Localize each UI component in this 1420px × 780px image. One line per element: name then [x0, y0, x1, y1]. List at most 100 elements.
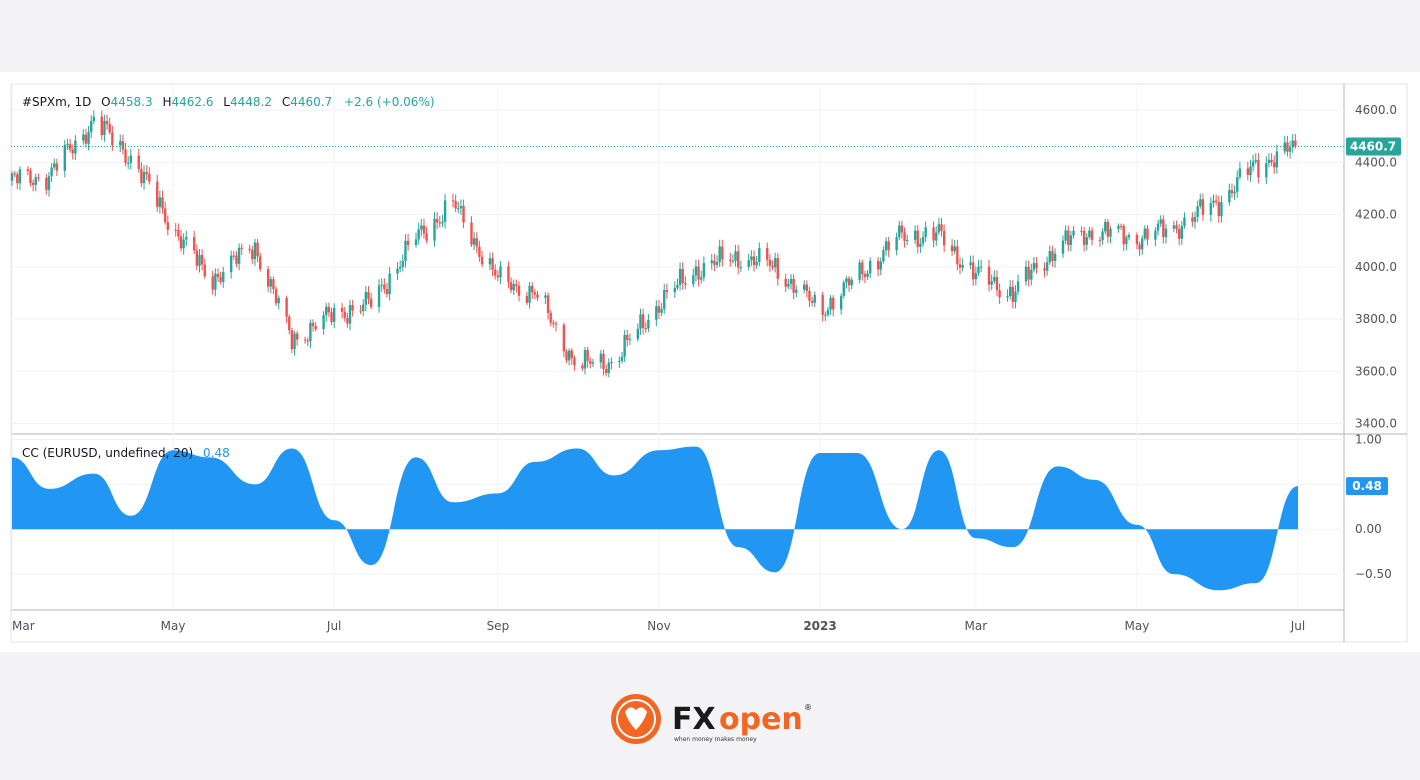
candle-body — [692, 275, 695, 285]
candle-body — [684, 282, 687, 285]
candle-body — [398, 267, 402, 269]
candle-body — [916, 230, 919, 247]
candle-body — [274, 289, 278, 304]
candle-body — [311, 322, 315, 327]
candle-body — [494, 269, 497, 276]
registered-mark: ® — [804, 703, 812, 712]
candle-body — [1146, 228, 1149, 240]
candle-body — [990, 281, 993, 285]
candle-body — [1119, 225, 1123, 227]
candle-body — [655, 306, 658, 320]
open-label: O — [101, 95, 110, 109]
legend-line[interactable]: #SPXm, 1D O4458.3 H4462.6 L4448.2 C4460.… — [22, 95, 435, 109]
candle-body — [861, 262, 864, 275]
candle-body — [805, 284, 809, 291]
candle-body — [1072, 230, 1075, 236]
candle-body — [977, 266, 980, 274]
candle-body — [1156, 223, 1160, 231]
candle-body — [158, 197, 162, 207]
candle-body — [628, 338, 632, 340]
candle-body — [161, 197, 164, 209]
candle-body — [295, 333, 299, 340]
candle-body — [958, 264, 962, 268]
indicator-tick-label: 1.00 — [1355, 432, 1382, 446]
candle-body — [583, 349, 587, 369]
candle-body — [235, 255, 238, 264]
chart-canvas[interactable]: 3400.0 3600.0 3800.0 4000.0 4200.0 4400.0 4600… — [0, 72, 1420, 652]
candle-body — [866, 273, 869, 277]
candle-body — [441, 221, 444, 224]
price-tick-label: 4200.0 — [1355, 208, 1397, 222]
candle-body — [1196, 206, 1199, 217]
candle-body — [969, 262, 972, 266]
candle-body — [589, 360, 592, 364]
candle-body — [1175, 225, 1178, 229]
candle-body — [266, 269, 270, 287]
candle-body — [457, 208, 460, 210]
candle-body — [736, 251, 740, 268]
candle-body — [829, 297, 832, 310]
candle-body — [623, 334, 626, 357]
candle-body — [1191, 217, 1194, 222]
price-tick-label: 3600.0 — [1355, 364, 1397, 378]
candle-body — [950, 245, 954, 252]
candle-body — [903, 232, 906, 241]
candle-body — [1164, 228, 1168, 238]
candle-body — [121, 141, 125, 150]
candle-body — [1014, 291, 1017, 303]
price-tick-label: 3800.0 — [1355, 312, 1397, 326]
candle-body — [92, 116, 96, 122]
candle-body — [676, 285, 679, 288]
candle-body — [808, 290, 811, 301]
indicator-axis[interactable]: 1.000.500.00−0.50 — [1355, 432, 1392, 581]
last-price-badge-text: 4460.7 — [1350, 140, 1396, 154]
candle-body — [129, 155, 133, 163]
candle-body — [126, 162, 130, 164]
candle-body — [507, 266, 510, 283]
candle-body — [145, 171, 148, 174]
candle-body — [1177, 228, 1181, 239]
candle-body — [1043, 268, 1046, 271]
candle-body — [251, 249, 254, 260]
candle-body — [1162, 219, 1165, 238]
candle-body — [322, 315, 325, 330]
candle-body — [1291, 140, 1294, 148]
candle-body — [1254, 159, 1257, 162]
candle-body — [869, 260, 872, 274]
candle-body — [1141, 238, 1144, 250]
chart-panel[interactable]: 3400.0 3600.0 3800.0 4000.0 4200.0 4400.0 4600… — [0, 72, 1420, 652]
candle-body — [174, 229, 177, 231]
grid-lines — [11, 84, 1344, 610]
candle-body — [388, 273, 391, 295]
price-tick-label: 4000.0 — [1355, 260, 1397, 274]
candle-body — [898, 225, 901, 238]
bull-head-shape — [625, 707, 647, 730]
candle-body — [937, 224, 941, 233]
time-axis[interactable]: Mar May Jul Sep Nov 2023 Mar May Jul — [12, 619, 1305, 633]
candle-body — [673, 287, 677, 293]
candle-body — [562, 324, 566, 352]
candle-body — [747, 259, 750, 268]
candle-body — [314, 326, 317, 330]
change-value: +2.6 (+0.06%) — [344, 95, 435, 109]
candle-body — [755, 262, 758, 266]
candle-body — [847, 278, 851, 286]
indicator-area — [12, 446, 1298, 591]
candle-body — [37, 177, 40, 179]
candle-body — [734, 251, 737, 261]
time-tick-label: Mar — [12, 619, 35, 633]
candle-body — [1236, 177, 1239, 192]
time-tick-label: Jul — [326, 619, 341, 633]
candle-body — [198, 254, 201, 266]
candle-body — [362, 304, 365, 312]
candle-body — [401, 260, 405, 268]
candle-body — [1159, 219, 1162, 224]
candle-body — [1069, 235, 1073, 245]
candle-body — [787, 283, 790, 287]
price-axis[interactable]: 3400.0 3600.0 3800.0 4000.0 4200.0 4400.0 4600… — [1355, 103, 1397, 430]
indicator-legend[interactable]: CC (EURUSD, undefined, 20) 0.48 — [22, 446, 230, 460]
candle-body — [433, 219, 436, 241]
candle-body — [1283, 142, 1286, 152]
candle-body — [1125, 237, 1128, 245]
candle-body — [940, 224, 943, 231]
